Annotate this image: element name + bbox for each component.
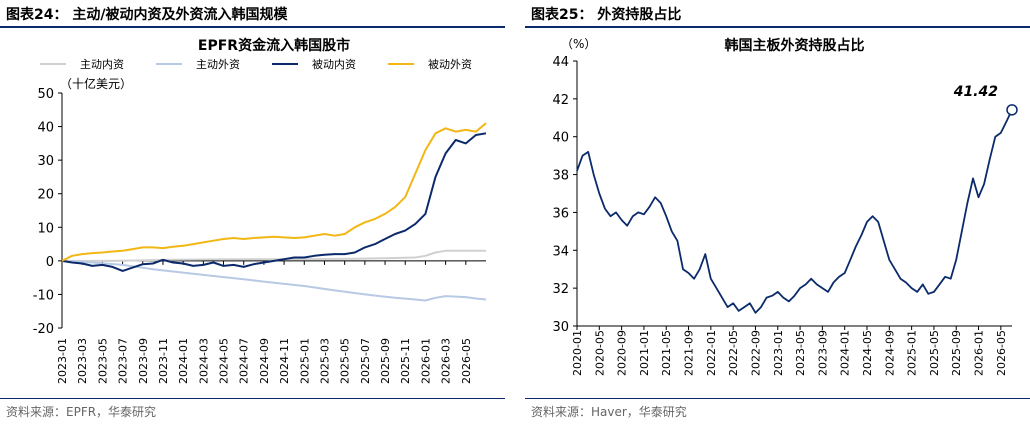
right-x-tick-label: 2024-09	[883, 330, 896, 376]
right-x-tick-label: 2026-01	[973, 330, 986, 376]
right-x-tick-label: 2022-09	[749, 330, 762, 376]
right-source: 资料来源：Haver，华泰研究	[531, 405, 687, 419]
left-x-tick-label: 2023-03	[76, 338, 89, 384]
right-x-tick-label: 2025-05	[928, 330, 941, 376]
left-bottom-rule	[0, 398, 505, 399]
right-y-tick-label: 40	[552, 131, 569, 146]
left-x-tick-label: 2024-01	[177, 338, 190, 384]
left-y-tick-label: 10	[37, 221, 54, 236]
right-figure: 图表25： 外资持股占比 韩国主板外资持股占比 （%） 30 32 34 36 38 40 42…	[525, 0, 1030, 424]
right-x-tick-label: 2023-09	[816, 330, 829, 376]
right-unit-label: （%）	[561, 37, 596, 51]
left-chart-title: EPFR资金流入韩国股市	[198, 37, 350, 54]
right-x-tick-label: 2022-05	[727, 330, 740, 376]
right-y-tick-label: 38	[552, 169, 569, 184]
left-x-tick-label: 2026-01	[419, 338, 432, 384]
left-x-tick-label: 2023-01	[56, 338, 69, 384]
left-y-tick-label: 0	[46, 255, 54, 270]
right-x-tick-label: 2020-09	[616, 330, 629, 376]
right-last-value-label: 41.42	[953, 84, 998, 100]
left-legend-label-3: 被动外资	[428, 58, 472, 71]
left-y-tick-label: 40	[37, 121, 54, 136]
right-x-tick-label: 2025-01	[906, 330, 919, 376]
right-y-tick-label: 32	[552, 282, 569, 297]
left-x-tick-label: 2025-03	[318, 338, 331, 384]
left-legend-label-0: 主动内资	[80, 57, 124, 71]
left-y-tick-label: 50	[37, 87, 54, 102]
left-x-tick-label: 2025-07	[359, 338, 372, 384]
right-x-tick-label: 2021-01	[638, 330, 651, 376]
right-y-tick-label: 42	[552, 93, 569, 108]
right-x-tick-label: 2026-05	[995, 330, 1008, 376]
right-x-tick-label: 2021-09	[683, 330, 696, 376]
left-x-tick-label: 2026-05	[460, 338, 473, 384]
left-source: 资料来源：EPFR，华泰研究	[6, 405, 157, 419]
left-y-tick-label: -10	[33, 288, 54, 303]
left-figure: 图表24： 主动/被动内资及外资流入韩国规模 EPFR资金流入韩国股市 （十亿美元…	[0, 0, 505, 424]
right-y-tick-label: 34	[552, 244, 569, 259]
right-x-tick-label: 2024-05	[861, 330, 874, 376]
left-x-tick-label: 2023-05	[96, 338, 109, 384]
left-x-tick-label: 2025-05	[339, 338, 352, 384]
left-legend-label-2: 被动内资	[312, 57, 356, 71]
left-y-tick-label: 20	[37, 188, 54, 203]
right-bottom-rule	[525, 398, 1030, 399]
left-x-tick-label: 2024-07	[238, 338, 251, 384]
left-x-tick-label: 2024-05	[218, 338, 231, 384]
left-series-line-1	[61, 259, 487, 302]
right-x-tick-label: 2023-05	[794, 330, 807, 376]
right-y-tick-label: 30	[552, 320, 569, 335]
left-x-tick-label: 2024-03	[197, 338, 210, 384]
left-chart: EPFR资金流入韩国股市 （十亿美元） 主动内资 主动外资 被动内资 被动外资 -20 -10…	[33, 37, 487, 384]
left-x-tick-label: 2024-11	[278, 338, 291, 384]
left-unit-label: （十亿美元）	[60, 76, 132, 91]
left-series-line-0	[62, 249, 486, 262]
right-x-tick-label: 2025-09	[950, 330, 963, 376]
right-figure-title: 图表25： 外资持股占比	[531, 7, 682, 23]
left-x-tick-label: 2026-03	[440, 338, 453, 384]
right-y-tick-label: 44	[552, 55, 569, 70]
right-x-tick-label: 2020-05	[593, 330, 606, 376]
left-legend-label-1: 主动外资	[196, 58, 240, 71]
right-y-tick-label: 36	[552, 206, 569, 221]
left-title-rule	[0, 26, 505, 28]
right-title-rule	[525, 26, 1030, 28]
left-y-tick-label: -20	[33, 322, 54, 337]
left-figure-title: 图表24： 主动/被动内资及外资流入韩国规模	[6, 7, 288, 23]
left-x-tick-label: 2023-07	[117, 338, 130, 384]
left-x-tick-label: 2025-11	[399, 338, 412, 384]
right-x-tick-label: 2024-01	[839, 330, 852, 376]
right-chart-title: 韩国主板外资持股占比	[725, 37, 865, 54]
left-x-tick-label: 2023-09	[137, 338, 150, 384]
right-x-tick-label: 2022-01	[705, 330, 718, 376]
left-series-line-2	[61, 132, 487, 272]
right-last-point-marker	[1006, 104, 1018, 116]
right-x-tick-label: 2020-01	[571, 330, 584, 376]
right-x-tick-label: 2021-05	[660, 330, 673, 376]
left-y-tick-label: 30	[37, 154, 54, 169]
left-x-tick-label: 2024-09	[258, 338, 271, 384]
right-x-tick-label: 2023-01	[772, 330, 785, 376]
right-series-line-0	[576, 109, 1013, 314]
left-series-line-3	[61, 122, 487, 262]
right-chart: 韩国主板外资持股占比 （%） 30 32 34 36 38 40 42 44 2020-01 2020…	[552, 37, 1018, 376]
left-x-tick-label: 2025-09	[379, 338, 392, 384]
left-x-tick-label: 2023-11	[157, 338, 170, 384]
left-x-tick-label: 2025-01	[298, 338, 311, 384]
